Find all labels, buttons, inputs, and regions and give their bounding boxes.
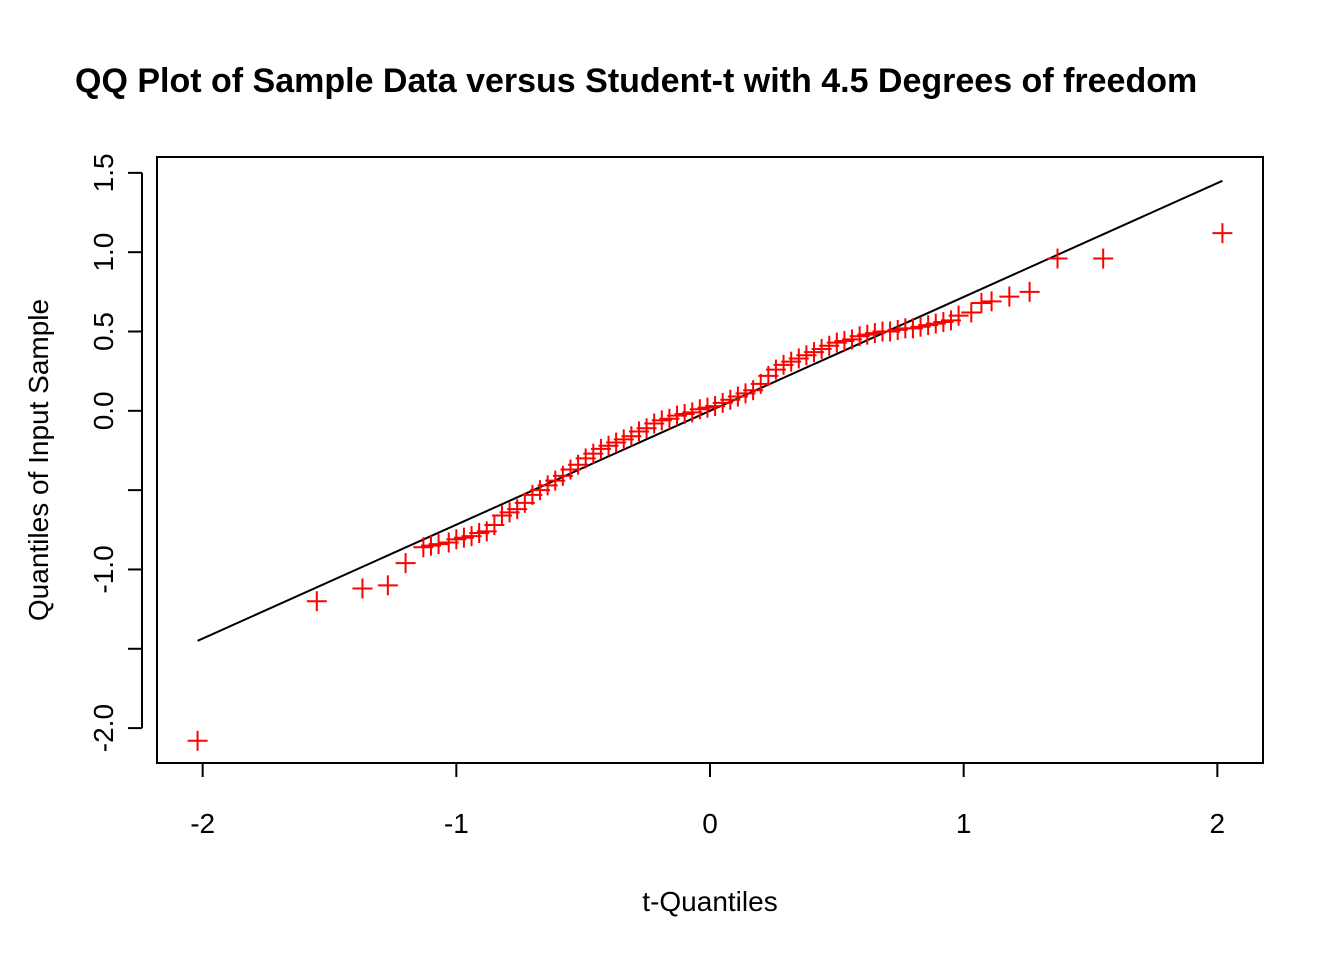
y-tick-label: 0.5 <box>88 312 119 351</box>
data-point <box>187 730 208 751</box>
y-tick-label: -2.0 <box>88 704 119 752</box>
x-tick-label: 2 <box>1210 808 1226 839</box>
data-point <box>961 302 982 323</box>
data-point <box>352 578 373 599</box>
plot-frame <box>156 156 1264 764</box>
y-tick-label: -1.0 <box>88 545 119 593</box>
y-axis: -2.0 -1.0 0.0 0.5 1.0 1.5 <box>88 153 143 752</box>
data-point <box>1019 281 1040 302</box>
data-point <box>1212 223 1233 244</box>
x-tick-label: -2 <box>190 808 215 839</box>
data-point <box>971 292 992 313</box>
data-point <box>428 534 449 555</box>
data-point <box>1047 248 1068 269</box>
x-tick-label: -1 <box>444 808 469 839</box>
reference-line <box>197 179 1223 642</box>
x-tick-label: 0 <box>702 808 718 839</box>
data-point <box>377 575 398 596</box>
chart-title: QQ Plot of Sample Data versus Student-t … <box>75 62 1197 100</box>
data-point <box>395 553 416 574</box>
data-points <box>187 223 1233 751</box>
y-tick-label: 1.5 <box>88 153 119 192</box>
y-axis-label: Quantiles of Input Sample <box>23 299 54 621</box>
data-point <box>948 305 969 326</box>
data-point <box>1093 248 1114 269</box>
x-tick-label: 1 <box>956 808 972 839</box>
x-axis: -2 -1 0 1 2 <box>190 762 1226 839</box>
y-tick-label: 1.0 <box>88 233 119 272</box>
y-tick-label: 0.0 <box>88 391 119 430</box>
x-axis-label: t-Quantiles <box>642 886 777 917</box>
data-point <box>999 286 1020 307</box>
data-point <box>981 291 1002 312</box>
data-point <box>306 591 327 612</box>
